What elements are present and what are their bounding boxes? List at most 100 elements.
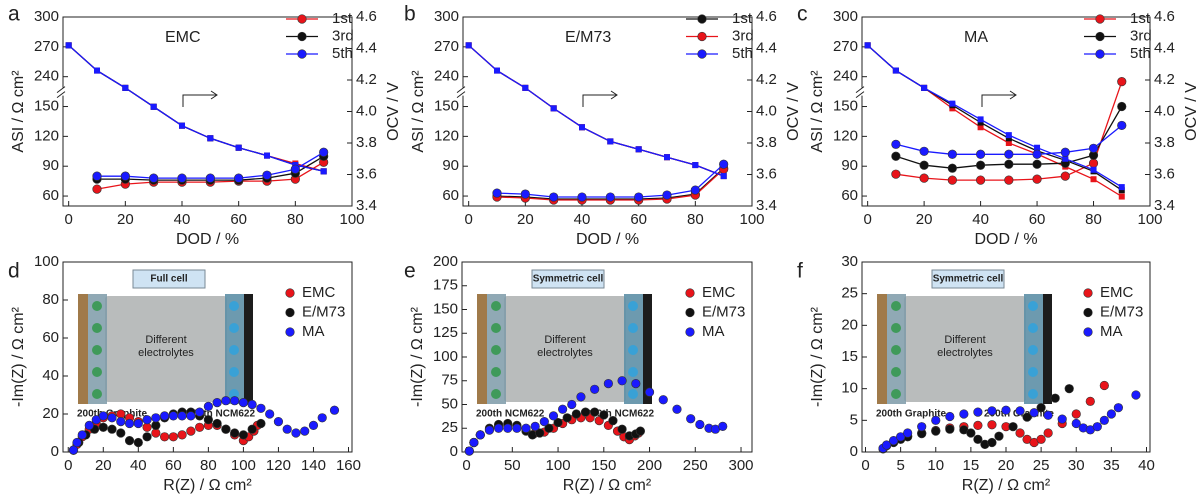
x-tick-label: 20 bbox=[95, 457, 112, 474]
ocv-marker bbox=[94, 67, 100, 74]
right-current-collector bbox=[244, 294, 253, 404]
ocv-marker bbox=[664, 154, 670, 161]
ocv-line bbox=[867, 44, 1123, 191]
legend-label: 1st bbox=[332, 10, 353, 27]
asi-marker bbox=[149, 173, 159, 183]
electrolyte bbox=[904, 296, 1026, 402]
x-tick-label: 300 bbox=[729, 457, 754, 474]
inset-title: Full cell bbox=[150, 274, 187, 285]
asi-marker bbox=[177, 173, 187, 183]
data-point bbox=[973, 434, 983, 444]
data-point bbox=[247, 399, 257, 410]
asi-marker bbox=[891, 169, 901, 179]
x-tick-label: 40 bbox=[1138, 457, 1155, 474]
data-point bbox=[77, 430, 87, 440]
asi-marker bbox=[520, 189, 530, 199]
data-point bbox=[484, 425, 495, 435]
y-tick-label: 25 bbox=[441, 419, 458, 436]
data-point bbox=[530, 421, 540, 431]
data-point bbox=[84, 420, 94, 431]
data-point bbox=[221, 424, 231, 434]
data-point bbox=[931, 415, 941, 425]
data-point bbox=[203, 401, 213, 412]
legend-marker bbox=[697, 31, 707, 42]
data-point bbox=[1099, 415, 1109, 425]
data-point bbox=[142, 415, 152, 425]
data-point bbox=[273, 417, 284, 427]
x-tick-label: 0 bbox=[464, 211, 472, 228]
legend-marker bbox=[685, 307, 695, 318]
data-point bbox=[1099, 380, 1109, 391]
asi-marker bbox=[319, 147, 329, 157]
y-tick-label: 150 bbox=[833, 97, 858, 114]
legend-label: 3rd bbox=[732, 27, 754, 44]
y-tick-label: 125 bbox=[433, 324, 458, 341]
y-tick-label: 60 bbox=[442, 187, 459, 204]
asi-marker bbox=[719, 159, 729, 169]
particle bbox=[229, 367, 239, 377]
y2-tick-label: 3.4 bbox=[1154, 197, 1175, 214]
ocv-marker bbox=[1118, 193, 1125, 200]
y-tick-label: 100 bbox=[34, 253, 59, 270]
asi-marker bbox=[947, 175, 957, 185]
data-point bbox=[282, 424, 292, 434]
asi-marker bbox=[1088, 158, 1099, 168]
data-point bbox=[718, 421, 728, 431]
data-point bbox=[672, 404, 682, 414]
y-axis-label: ASI / Ω cm² bbox=[410, 70, 427, 153]
data-point bbox=[1022, 412, 1032, 422]
data-point bbox=[548, 411, 559, 421]
ocv-marker bbox=[465, 42, 472, 49]
data-point bbox=[558, 404, 568, 414]
y2-axis-label: OCV / V bbox=[385, 82, 402, 141]
y-tick-label: 300 bbox=[34, 8, 59, 25]
legend-marker bbox=[297, 31, 307, 42]
y-tick-label: 90 bbox=[442, 157, 459, 174]
asi-marker bbox=[120, 171, 130, 181]
data-point bbox=[72, 437, 82, 448]
y-tick-label: 175 bbox=[433, 277, 458, 294]
legend-label: 1st bbox=[732, 10, 753, 27]
data-point bbox=[1064, 384, 1074, 394]
asi-marker bbox=[1032, 159, 1042, 169]
data-point bbox=[931, 426, 941, 436]
data-point bbox=[203, 415, 213, 425]
x-tick-label: 10 bbox=[927, 457, 944, 474]
data-point bbox=[503, 423, 513, 433]
inset-center: electrolytes bbox=[537, 347, 593, 359]
asi-marker bbox=[947, 149, 957, 159]
data-point bbox=[994, 431, 1004, 441]
data-point bbox=[186, 411, 196, 421]
x-tick-label: 80 bbox=[687, 211, 704, 228]
data-point bbox=[98, 422, 108, 432]
y2-tick-label: 3.6 bbox=[1154, 165, 1175, 182]
x-tick-label: 0 bbox=[861, 457, 869, 474]
y-axis-label: ASI / Ω cm² bbox=[10, 70, 27, 153]
data-point bbox=[1008, 422, 1018, 432]
asi-marker bbox=[262, 170, 272, 180]
legend-label: 5th bbox=[332, 45, 353, 62]
data-point bbox=[300, 426, 310, 436]
y2-tick-label: 3.4 bbox=[356, 197, 377, 214]
data-point bbox=[644, 387, 655, 397]
panel-label: e bbox=[404, 260, 416, 283]
ocv-marker bbox=[1034, 144, 1041, 151]
x-tick-label: 60 bbox=[230, 211, 247, 228]
data-point bbox=[98, 411, 108, 421]
y-tick-label: 240 bbox=[833, 68, 858, 85]
data-point bbox=[177, 430, 187, 440]
ocv-marker bbox=[494, 67, 500, 74]
y2-tick-label: 4.2 bbox=[756, 71, 777, 88]
ocv-marker bbox=[264, 152, 270, 159]
y2-tick-label: 4.6 bbox=[1154, 8, 1175, 25]
y2-tick-label: 3.6 bbox=[756, 165, 777, 182]
data-point bbox=[966, 428, 976, 438]
x-tick-label: 100 bbox=[739, 211, 764, 228]
asi-marker bbox=[975, 160, 986, 170]
legend-label: 3rd bbox=[332, 27, 354, 44]
data-point bbox=[695, 419, 705, 430]
